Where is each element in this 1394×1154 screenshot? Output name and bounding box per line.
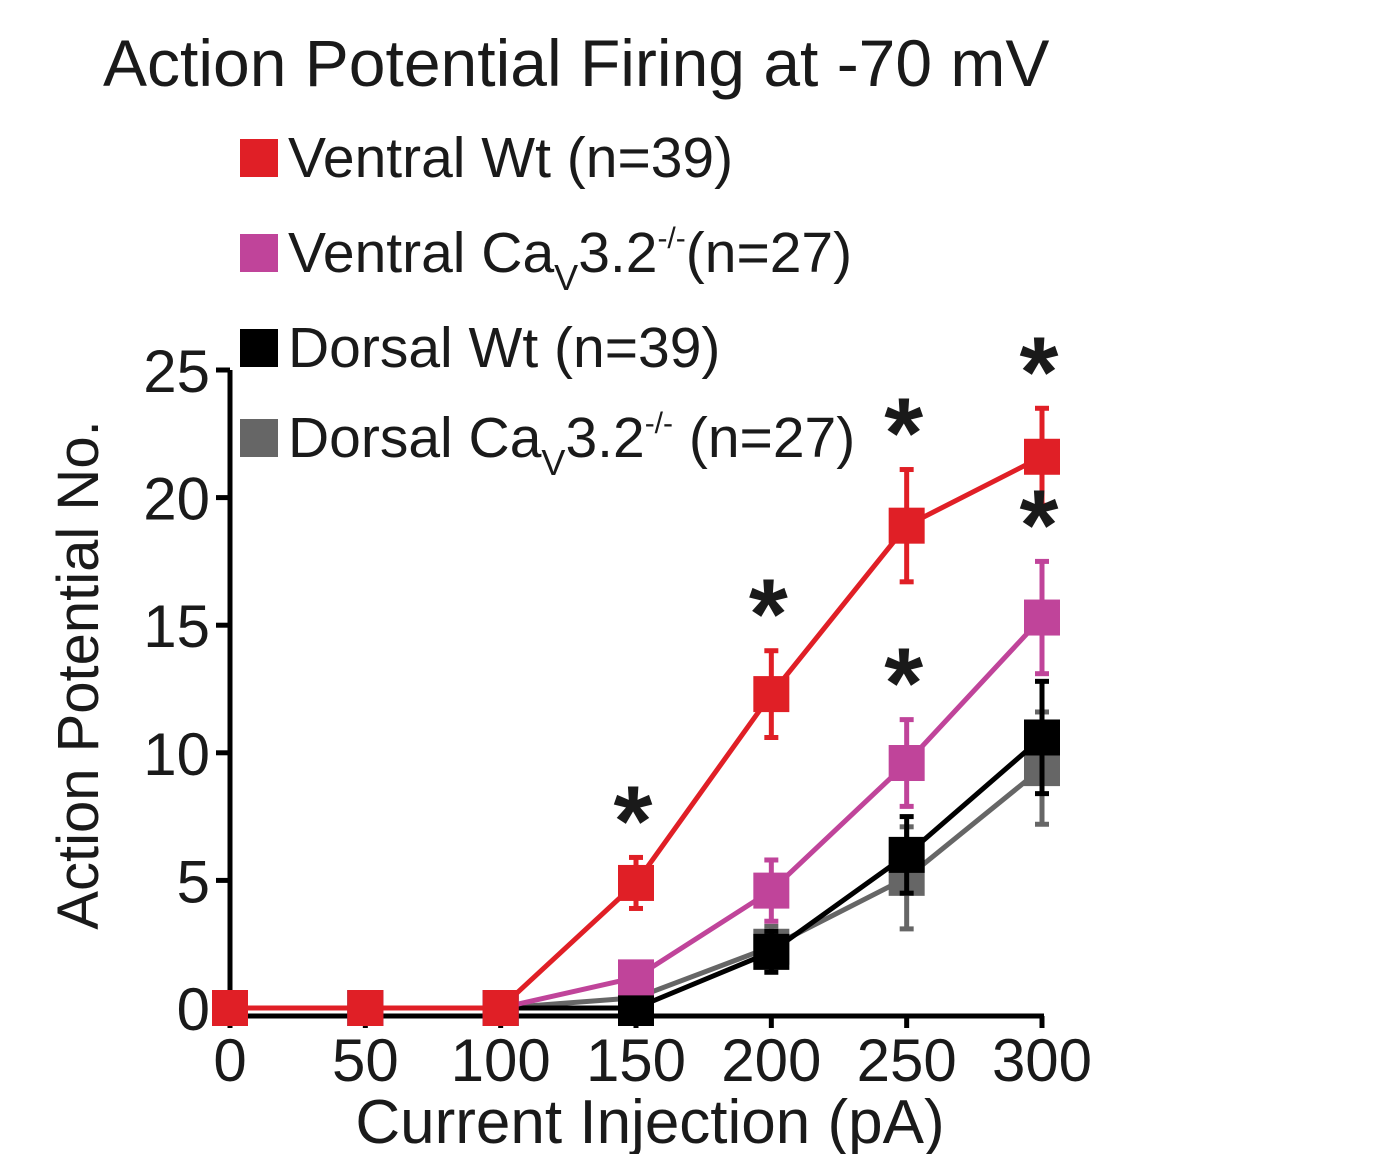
y-tick-label: 20 (143, 466, 210, 533)
legend-swatch-dorsal-wt (240, 329, 278, 367)
legend-swatch-ventral-wt (240, 139, 278, 177)
legend-label-ventral-cav32: Ventral CaV3.2-/-(n=27) (288, 221, 852, 295)
x-axis-label: Current Injection (pA) (355, 1088, 944, 1154)
legend-label-text: Ventral Ca (288, 220, 555, 285)
data-point (753, 676, 790, 713)
legend-label-dorsal-cav32: Dorsal CaV3.2-/- (n=27) (288, 406, 855, 480)
legend-label-text: 3.2 (578, 220, 658, 285)
significance-star: * (884, 378, 923, 490)
legend-entry-dorsal-cav32: Dorsal CaV3.2-/- (n=27) (240, 406, 855, 480)
data-point (618, 864, 654, 901)
legend-swatch-ventral-cav32 (240, 234, 278, 272)
data-point (618, 990, 654, 1026)
y-tick-label: 25 (143, 338, 210, 405)
x-tick-label: 0 (213, 1027, 246, 1094)
y-tick-label: 5 (177, 848, 210, 915)
legend-label-dorsal-wt: Dorsal Wt (n=39) (288, 319, 720, 377)
x-tick-label: 150 (586, 1027, 686, 1094)
legend-label-text: (n=27) (685, 220, 853, 285)
data-point (212, 990, 248, 1026)
significance-star: * (614, 765, 653, 877)
data-point (753, 872, 790, 909)
legend-label-subscript: V (541, 441, 566, 483)
data-point (482, 990, 519, 1026)
data-point (888, 745, 925, 782)
y-tick-label: 0 (177, 976, 210, 1043)
data-point (1024, 719, 1060, 756)
legend-label-text: Dorsal Ca (288, 405, 542, 470)
x-tick-label: 250 (857, 1027, 957, 1094)
significance-star: * (1020, 316, 1059, 428)
x-tick-label: 50 (332, 1027, 399, 1094)
y-tick-label: 15 (143, 593, 210, 660)
legend-entry-dorsal-wt: Dorsal Wt (n=39) (240, 319, 720, 377)
significance-layer: * * * * * * (614, 316, 1059, 877)
data-point (888, 836, 925, 873)
legend-label-ventral-wt: Ventral Wt (n=39) (288, 129, 733, 187)
series-3 (212, 405, 1060, 1026)
legend-entry-ventral-cav32: Ventral CaV3.2-/-(n=27) (240, 221, 852, 295)
data-point (618, 959, 654, 996)
data-point (347, 990, 384, 1026)
legend-label-text: (n=27) (673, 405, 856, 470)
x-tick-label: 200 (721, 1027, 821, 1094)
significance-star: * (1020, 469, 1059, 581)
legend-label-superscript: -/- (644, 406, 674, 440)
data-point (1024, 599, 1060, 636)
legend-label-superscript: -/- (657, 221, 686, 255)
significance-star: * (884, 628, 923, 740)
legend-entry-ventral-wt: Ventral Wt (n=39) (240, 129, 733, 187)
data-point (753, 933, 790, 970)
legend-swatch-dorsal-cav32 (240, 419, 278, 457)
legend-label-text: Ventral Wt (n=39) (288, 125, 734, 190)
chart-title: Action Potential Firing at -70 mV (103, 26, 1050, 100)
y-axis-label: Action Potential No. (46, 420, 111, 929)
y-tick-label: 10 (143, 721, 210, 788)
significance-star: * (749, 559, 788, 671)
data-point (888, 507, 925, 544)
legend-label-text: Dorsal Wt (n=39) (288, 315, 721, 380)
data-point (1024, 438, 1060, 475)
series-layer (212, 405, 1060, 1026)
x-tick-label: 300 (992, 1027, 1092, 1094)
legend-label-subscript: V (554, 256, 579, 298)
legend-label-text: 3.2 (565, 405, 645, 470)
x-tick-label: 100 (451, 1027, 551, 1094)
